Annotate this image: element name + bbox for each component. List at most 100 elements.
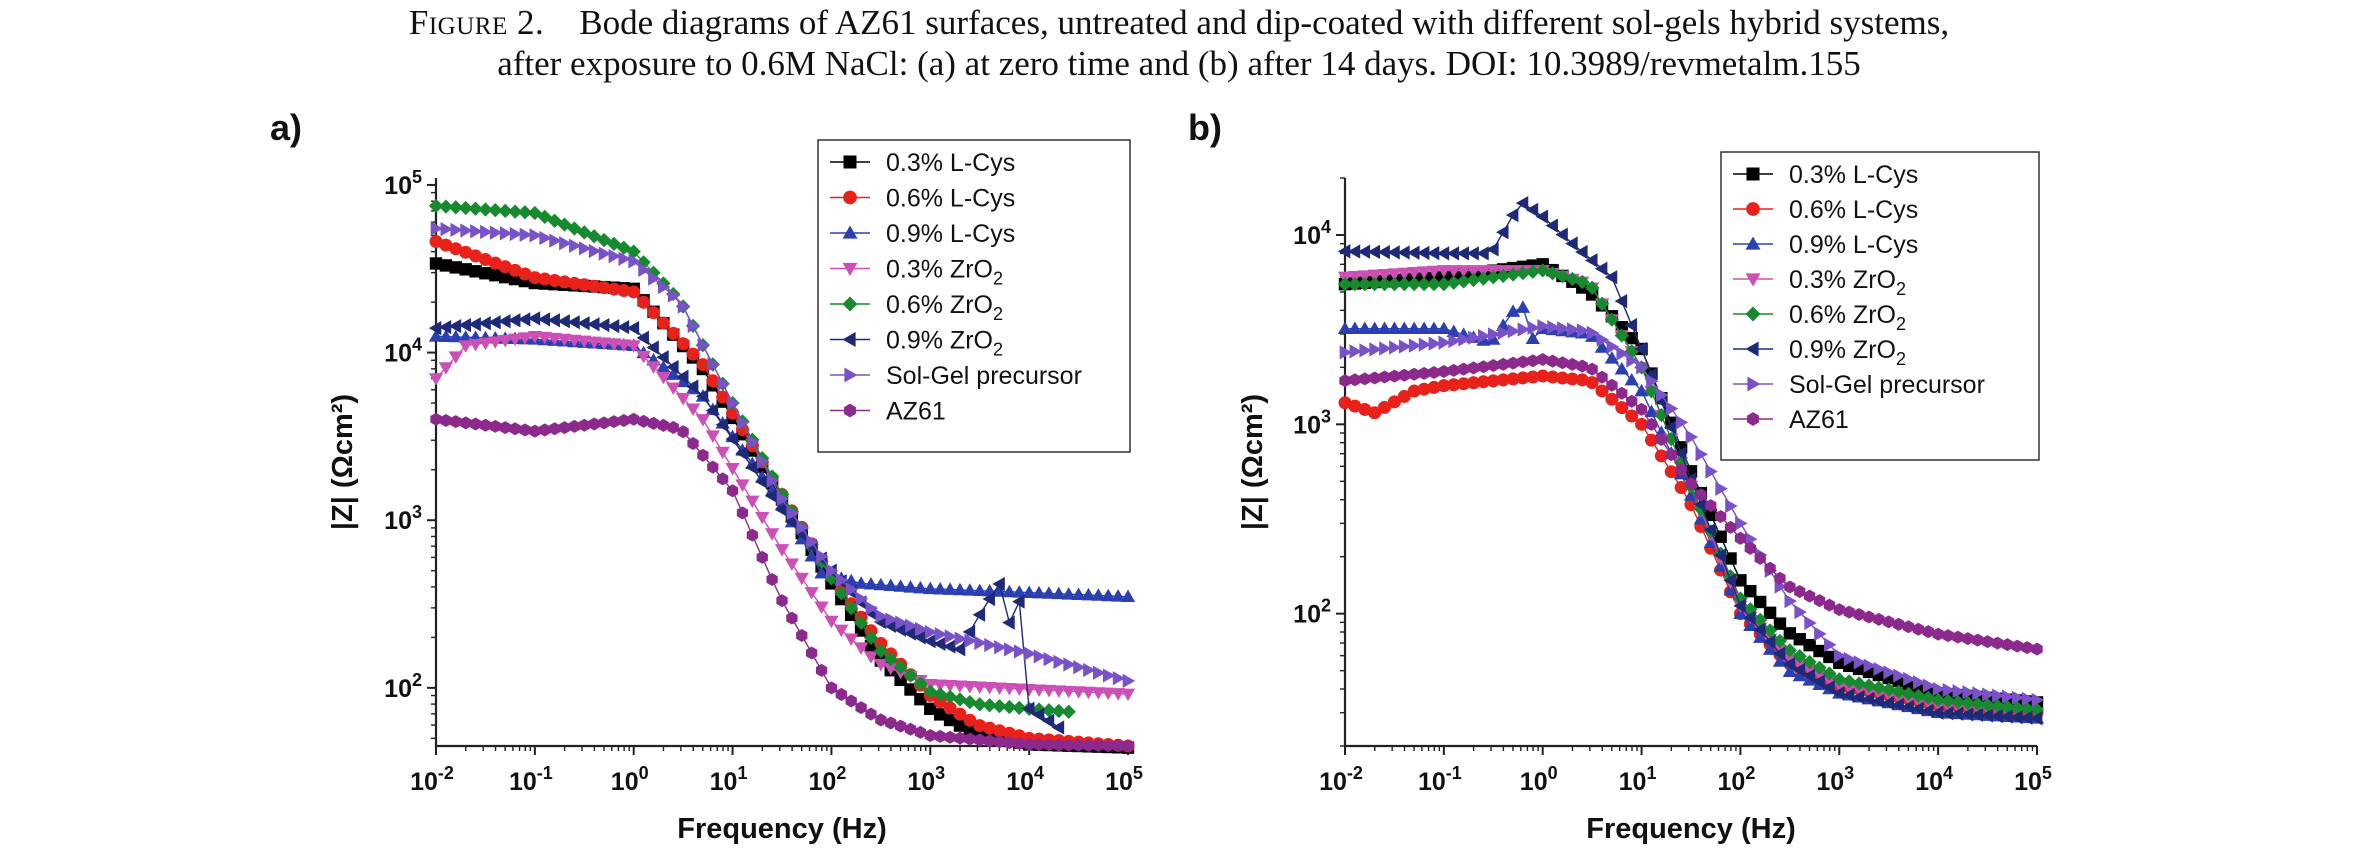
- data-point: [1784, 594, 1797, 609]
- data-point: [628, 412, 640, 426]
- data-point: [1546, 370, 1560, 384]
- data-point: [677, 299, 691, 314]
- data-point: [1357, 321, 1372, 335]
- data-point: [1525, 202, 1539, 218]
- data-point: [667, 420, 679, 434]
- data-point: [1903, 671, 1916, 687]
- data-point: [569, 238, 582, 253]
- data-point: [904, 722, 917, 736]
- data-point: [1092, 739, 1104, 753]
- data-point: [469, 417, 482, 431]
- data-point: [814, 601, 829, 614]
- legend-label: AZ61: [1789, 406, 1849, 434]
- data-point: [1715, 510, 1727, 524]
- data-point: [1337, 321, 1353, 335]
- data-point: [1695, 488, 1707, 502]
- data-point: [1625, 409, 1639, 423]
- data-point: [1339, 374, 1351, 388]
- data-point: [697, 338, 711, 353]
- data-point: [558, 275, 572, 289]
- data-point: [489, 269, 502, 282]
- data-point: [1585, 280, 1600, 295]
- data-point: [984, 637, 997, 653]
- data-point: [1635, 417, 1649, 431]
- data-point: [845, 582, 859, 597]
- data-point: [539, 423, 551, 437]
- data-point: [972, 607, 986, 622]
- data-point: [962, 583, 977, 596]
- data-point: [1378, 370, 1391, 384]
- data-point: [873, 658, 888, 672]
- data-point: [1871, 680, 1886, 695]
- data-point: [1110, 688, 1126, 701]
- data-point: [1428, 365, 1440, 379]
- data-point: [517, 205, 533, 220]
- data-point: [1861, 691, 1875, 707]
- data-point: [557, 217, 572, 232]
- data-point: [1952, 684, 1966, 699]
- data-point: [885, 612, 898, 627]
- data-point: [438, 329, 454, 342]
- data-point: [2000, 709, 2013, 724]
- data-point: [1804, 615, 1817, 631]
- data-point: [963, 724, 977, 738]
- data-point: [1357, 244, 1371, 259]
- data-point: [1990, 698, 2005, 714]
- data-point: [707, 460, 719, 474]
- x-tick-label: 10-1: [509, 763, 553, 796]
- data-point: [1576, 359, 1588, 373]
- data-point: [1022, 585, 1037, 598]
- data-point: [1397, 245, 1410, 260]
- data-point: [478, 202, 493, 217]
- data-point: [982, 698, 997, 713]
- data-point: [1486, 374, 1500, 388]
- data-point: [527, 205, 542, 221]
- data-point: [1764, 561, 1776, 575]
- data-point: [1476, 271, 1491, 286]
- data-point: [1596, 332, 1610, 347]
- legend-label: Sol-Gel precursor: [886, 362, 1082, 390]
- data-point: [1753, 622, 1766, 637]
- data-point: [1043, 738, 1055, 752]
- data-point: [745, 460, 758, 475]
- data-point: [844, 600, 859, 616]
- data-point: [1357, 270, 1372, 283]
- data-point: [1655, 433, 1667, 447]
- data-point: [460, 223, 473, 238]
- data-point: [1387, 245, 1400, 260]
- data-point: [1436, 246, 1450, 261]
- data-point: [962, 694, 977, 710]
- data-point: [1932, 681, 1946, 697]
- legend-marker: [842, 225, 858, 239]
- data-point: [1902, 620, 1915, 634]
- data-point: [784, 514, 798, 530]
- data-point: [1012, 700, 1027, 716]
- data-point: [1477, 360, 1490, 374]
- legend-marker: [843, 190, 857, 205]
- data-point: [1031, 707, 1045, 722]
- data-point: [596, 318, 610, 333]
- data-point: [1358, 402, 1372, 416]
- data-point: [1673, 455, 1689, 471]
- legend-label: 0.6% L-Cys: [886, 185, 1015, 213]
- data-point: [1063, 657, 1076, 672]
- data-point: [1644, 384, 1659, 399]
- data-point: [1515, 300, 1531, 313]
- data-point: [1397, 267, 1412, 281]
- data-point: [794, 572, 809, 586]
- data-point: [1992, 688, 2005, 703]
- data-point: [756, 550, 768, 564]
- data-point: [488, 256, 502, 270]
- data-point: [1083, 662, 1096, 678]
- data-point: [855, 701, 867, 715]
- data-point: [1436, 321, 1451, 335]
- data-point: [429, 234, 443, 248]
- data-point: [972, 583, 987, 597]
- legend-label: AZ61: [886, 398, 946, 426]
- data-point: [1004, 642, 1017, 657]
- data-point: [1517, 322, 1531, 337]
- data-point: [834, 586, 849, 601]
- data-point: [498, 203, 513, 219]
- data-point: [1673, 446, 1687, 461]
- data-point: [1397, 321, 1412, 335]
